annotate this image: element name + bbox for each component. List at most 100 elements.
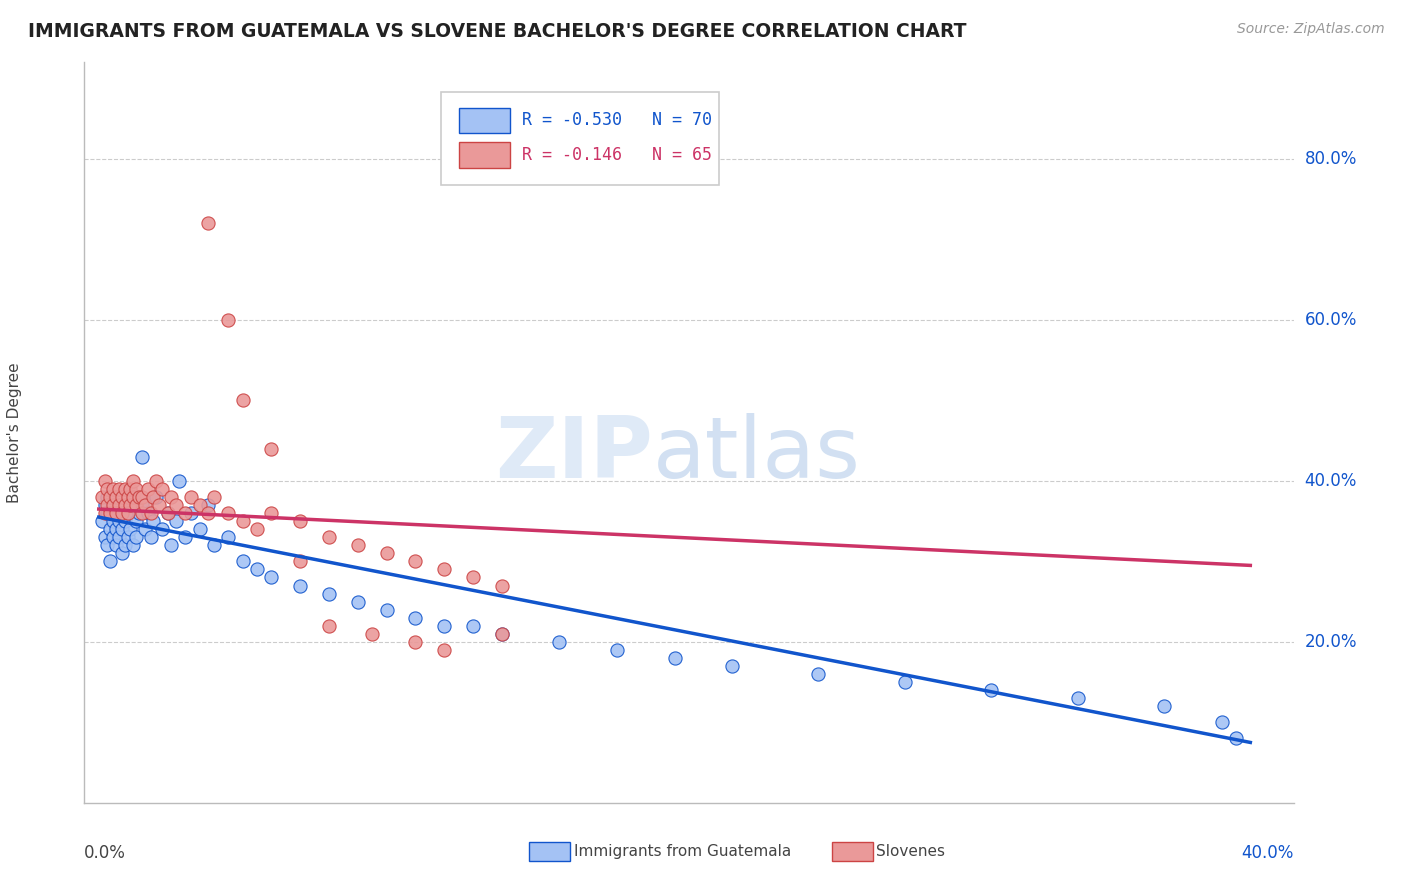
Point [217,530,239,544]
Text: 80.0%: 80.0% [1305,150,1357,168]
Text: IMMIGRANTS FROM GUATEMALA VS SLOVENE BACHELOR'S DEGREE CORRELATION CHART: IMMIGRANTS FROM GUATEMALA VS SLOVENE BAC… [28,22,966,41]
Point [93,530,115,544]
Point [461,619,484,633]
Point [105,506,128,520]
Point [664,651,686,665]
Point [148,498,170,512]
Point [122,490,145,504]
Point [139,506,162,520]
Point [375,546,398,560]
Point [404,610,426,624]
Point [433,643,456,657]
Text: 0.0%: 0.0% [84,845,127,863]
Point [98,554,121,568]
Point [128,490,150,504]
Point [166,498,188,512]
Point [246,522,269,536]
FancyBboxPatch shape [529,842,571,862]
Point [156,506,179,520]
Point [1211,715,1233,730]
Point [1225,731,1247,746]
Point [180,506,202,520]
Text: 40.0%: 40.0% [1241,845,1294,863]
Point [131,450,153,464]
Point [136,506,159,520]
Point [145,474,167,488]
Point [404,635,426,649]
Point [174,530,197,544]
FancyBboxPatch shape [460,143,510,168]
Point [433,619,456,633]
Point [117,530,139,544]
Point [114,482,136,496]
Point [96,506,118,520]
Point [361,627,384,641]
Point [197,216,219,230]
Point [101,514,124,528]
Point [98,490,121,504]
Point [721,659,744,673]
Point [159,538,181,552]
Point [114,498,136,512]
Point [156,506,179,520]
Point [142,490,165,504]
Point [101,530,124,544]
Point [260,442,283,456]
Point [117,490,139,504]
FancyBboxPatch shape [460,108,510,133]
Point [122,474,145,488]
Point [318,619,340,633]
Point [96,538,118,552]
Text: 60.0%: 60.0% [1305,311,1357,329]
Point [548,635,571,649]
Point [111,490,134,504]
Point [122,538,145,552]
Point [1153,699,1175,714]
Point [139,530,162,544]
Point [217,313,239,327]
Text: Bachelor's Degree: Bachelor's Degree [7,362,22,503]
Text: 20.0%: 20.0% [1305,632,1357,651]
Point [202,538,225,552]
Point [197,506,219,520]
Point [120,522,142,536]
Point [246,562,269,576]
FancyBboxPatch shape [441,92,720,185]
Point [188,522,211,536]
Point [260,570,283,584]
Point [375,602,398,616]
Point [98,506,121,520]
Point [120,498,142,512]
Point [90,514,112,528]
Point [108,498,131,512]
Point [120,482,142,496]
Point [232,393,254,408]
Point [347,538,370,552]
Point [134,522,156,536]
Point [125,498,148,512]
Point [491,627,513,641]
Point [101,498,124,512]
Point [134,498,156,512]
Point [260,506,283,520]
Text: atlas: atlas [652,413,860,496]
Point [145,490,167,504]
Point [111,522,134,536]
Point [105,490,128,504]
Point [150,482,173,496]
Point [93,506,115,520]
Point [96,490,118,504]
Point [96,482,118,496]
Point [98,522,121,536]
Point [894,675,917,690]
Point [197,498,219,512]
FancyBboxPatch shape [831,842,873,862]
Point [125,530,148,544]
Point [217,506,239,520]
Point [150,522,173,536]
Point [125,514,148,528]
Point [232,514,254,528]
Point [98,506,121,520]
Point [131,506,153,520]
Point [117,506,139,520]
